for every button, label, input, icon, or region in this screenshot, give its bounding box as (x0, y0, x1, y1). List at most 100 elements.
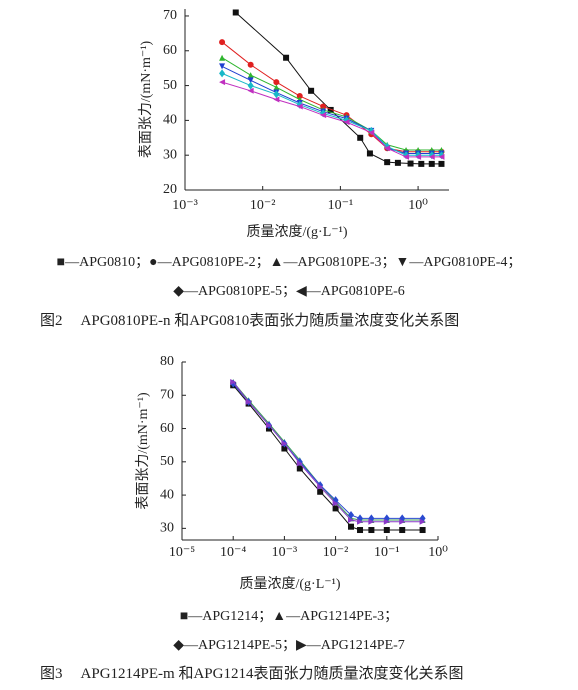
x-tick-label: 10⁻² (323, 545, 349, 560)
marker (399, 518, 406, 525)
caption: 图2 APG0810PE-n 和APG0810表面张力随质量浓度变化关系图 (40, 312, 459, 329)
legend-separator: ； (507, 255, 521, 270)
legend-separator: ； (282, 284, 296, 299)
x-tick-label: 10⁰ (408, 198, 428, 213)
y-tick-label: 60 (160, 421, 174, 436)
legend-entry: APG1214 (202, 609, 258, 624)
y-tick-label: 70 (163, 8, 177, 23)
legend-entry: APG0810 (79, 255, 135, 270)
series-line (221, 57, 442, 151)
marker (383, 518, 390, 525)
legend-dash: — (282, 255, 298, 270)
legend: ■—APG0810；●—APG0810PE-2；▲—APG0810PE-3；▼—… (57, 255, 522, 270)
series-line (232, 381, 423, 521)
marker (415, 153, 422, 160)
y-tick-label: 80 (160, 354, 174, 369)
x-axis-label: 质量浓度/(g·L⁻¹) (239, 576, 340, 592)
caption-text: APG1214PE-m 和APG1214表面张力随质量浓度变化关系图 (81, 665, 464, 682)
legend: ◆—APG1214PE-5；▶—APG1214PE-7 (173, 638, 405, 653)
marker (273, 84, 280, 91)
x-tick-label: 10⁻³ (272, 545, 298, 560)
marker (247, 72, 254, 79)
legend-marker: ▲ (272, 609, 286, 624)
legend-dash: — (157, 255, 173, 270)
legend-separator: ； (258, 609, 272, 624)
legend-entry: APG0810PE-5 (198, 284, 282, 299)
y-tick-label: 70 (160, 387, 174, 402)
legend-entry: APG1214PE-5 (198, 638, 282, 653)
figure-label: 图2 (40, 312, 63, 329)
legend-separator: ； (256, 255, 270, 270)
marker-square (348, 523, 355, 530)
series-line (221, 65, 442, 154)
y-tick-label: 60 (163, 43, 177, 58)
marker (343, 119, 350, 126)
legend-separator: ； (135, 255, 149, 270)
legend-dash: — (183, 638, 199, 653)
y-tick-label: 30 (160, 521, 174, 536)
legend-entry: APG0810PE-6 (321, 284, 405, 299)
x-tick-label: 10⁻⁴ (220, 545, 246, 560)
legend-separator: ； (384, 609, 398, 624)
marker (419, 518, 426, 525)
marker (273, 90, 280, 99)
marker (247, 81, 254, 90)
marker-square (327, 106, 334, 113)
marker-square (384, 159, 391, 166)
x-tick-label: 10⁻⁵ (169, 545, 195, 560)
marker (317, 483, 324, 490)
marker-square (399, 527, 406, 534)
marker (348, 517, 355, 524)
series-line (221, 81, 442, 158)
legend-dash: — (187, 609, 203, 624)
marker-square (283, 54, 290, 61)
marker-circle (247, 61, 254, 68)
legend-entry: APG1214PE-7 (321, 638, 405, 653)
legend-marker: ▼ (395, 255, 409, 270)
marker-square (428, 160, 435, 167)
marker (320, 112, 327, 119)
legend: ■—APG1214；▲—APG1214PE-3； (180, 609, 398, 624)
legend-marker: ▲ (270, 255, 284, 270)
caption: 图3 APG1214PE-m 和APG1214表面张力随质量浓度变化关系图 (40, 665, 463, 682)
x-tick-label: 10⁻¹ (374, 545, 400, 560)
marker-square (383, 527, 390, 534)
marker (438, 153, 445, 160)
legend-dash: — (183, 284, 199, 299)
marker (219, 69, 226, 78)
marker-square (317, 488, 324, 495)
y-tick-label: 40 (163, 113, 177, 128)
legend-dash: — (306, 284, 322, 299)
legend: ◆—APG0810PE-5；◀—APG0810PE-6 (173, 284, 405, 299)
figure-label: 图3 (40, 665, 63, 682)
y-axis-label: 表面张力/(mN·m⁻¹) (138, 40, 154, 158)
marker-square (418, 160, 425, 167)
marker (357, 518, 364, 525)
marker (368, 129, 375, 136)
marker (281, 440, 288, 447)
marker (273, 96, 280, 103)
marker-square (438, 160, 445, 167)
legend-entry: APG0810PE-2 (172, 255, 256, 270)
marker-square (296, 465, 303, 472)
legend-entry: APG1214PE-3 (300, 609, 384, 624)
marker (219, 79, 226, 86)
x-tick-label: 10⁻³ (172, 198, 198, 213)
marker (245, 398, 252, 405)
x-tick-label: 10⁻² (250, 198, 276, 213)
marker-square (419, 527, 426, 534)
marker (368, 518, 375, 525)
marker-square (394, 159, 401, 166)
marker-circle (296, 93, 303, 100)
marker (296, 103, 303, 110)
y-tick-label: 20 (163, 182, 177, 197)
legend-entry: APG0810PE-4 (423, 255, 507, 270)
marker (428, 153, 435, 160)
marker-circle (320, 103, 327, 110)
marker-square (407, 160, 414, 167)
marker-square (357, 527, 364, 534)
y-axis-label: 表面张力/(mN·m⁻¹) (135, 392, 151, 510)
marker (384, 145, 391, 152)
legend-marker: ● (149, 255, 157, 270)
